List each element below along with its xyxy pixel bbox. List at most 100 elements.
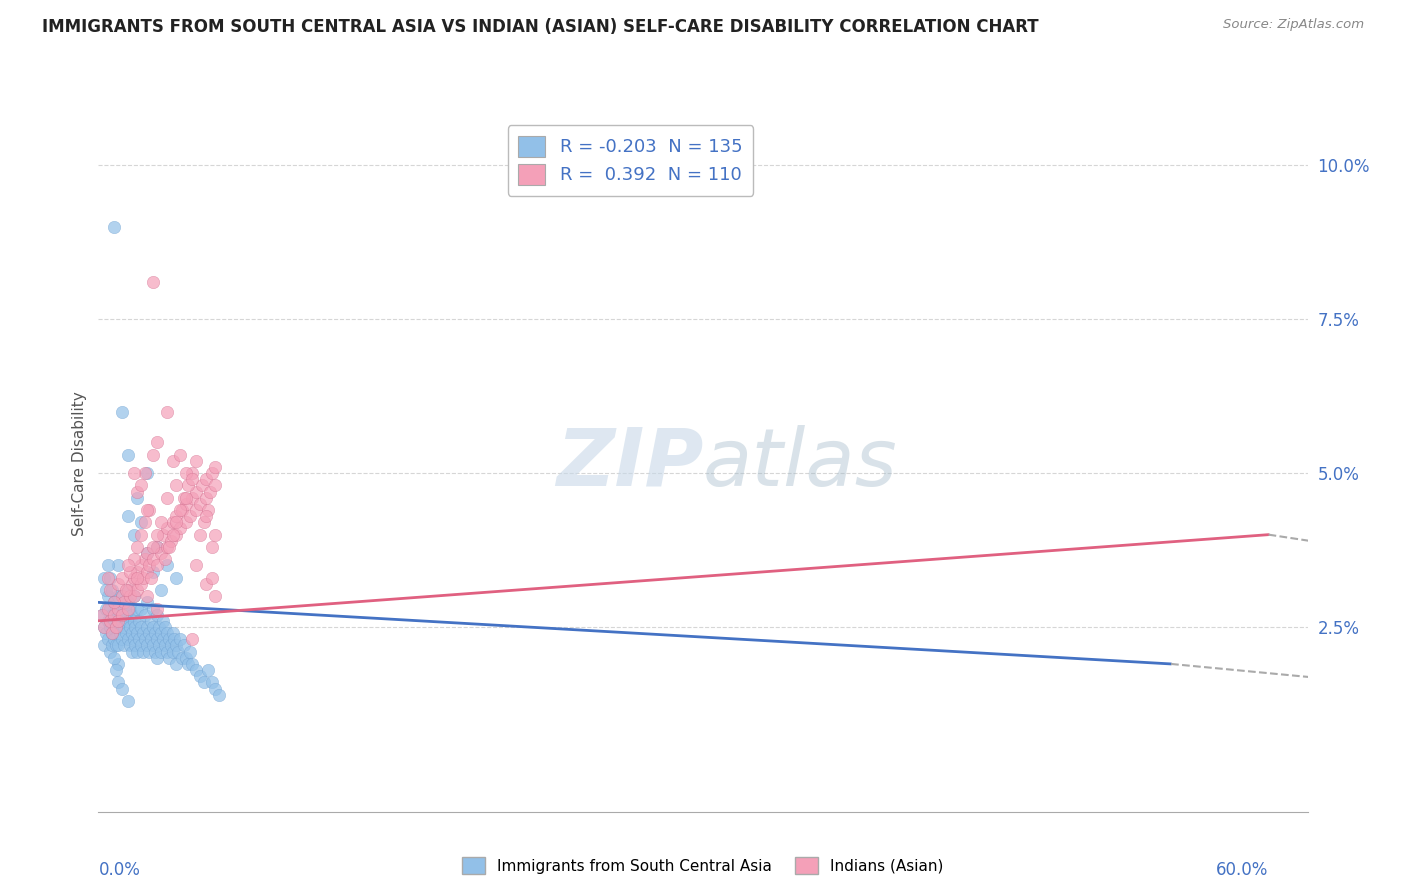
Point [162,645,184,659]
Point [148,620,170,634]
Point [181,491,204,505]
Point [134,552,156,566]
Point [138,645,160,659]
Point [104,601,127,615]
Point [156,626,179,640]
Point [112,601,135,615]
Point [204,527,226,541]
Point [193,675,215,690]
Point [156,645,179,659]
Point [131,516,153,530]
Point [136,503,159,517]
Point [132,645,155,659]
Point [93,639,115,653]
Point [191,478,214,492]
Point [139,614,162,628]
Point [112,620,135,634]
Point [114,626,136,640]
Point [139,571,162,585]
Point [98,571,121,585]
Point [149,546,172,560]
Point [157,650,180,665]
Point [128,614,150,628]
Point [149,516,172,530]
Point [152,527,174,541]
Point [174,497,197,511]
Point [184,484,207,499]
Point [136,620,159,634]
Point [127,565,149,579]
Point [136,589,159,603]
Text: Source: ZipAtlas.com: Source: ZipAtlas.com [1223,18,1364,31]
Point [156,540,179,554]
Point [96,626,118,640]
Point [117,558,139,573]
Point [98,614,121,628]
Point [104,639,127,653]
Point [172,503,194,517]
Point [134,466,156,480]
Point [122,614,145,628]
Point [107,589,129,603]
Point [142,540,165,554]
Point [173,639,195,653]
Point [200,540,222,554]
Point [200,466,222,480]
Point [174,516,197,530]
Point [184,663,207,677]
Point [174,650,197,665]
Point [194,491,217,505]
Point [127,601,149,615]
Point [204,478,226,492]
Point [181,472,204,486]
Point [184,503,207,517]
Point [200,571,222,585]
Point [127,491,149,505]
Point [118,565,141,579]
Point [101,583,124,598]
Point [122,527,145,541]
Text: atlas: atlas [703,425,898,503]
Point [103,650,125,665]
Point [188,497,211,511]
Point [146,632,169,647]
Point [111,607,134,622]
Point [127,540,149,554]
Point [136,546,159,560]
Point [127,626,149,640]
Point [127,583,149,598]
Point [153,620,176,634]
Point [93,620,115,634]
Text: ZIP: ZIP [555,425,703,503]
Point [111,614,134,628]
Point [194,472,217,486]
Point [98,583,121,598]
Point [122,589,145,603]
Point [107,614,129,628]
Point [142,448,165,462]
Point [98,601,121,615]
Point [198,484,221,499]
Point [149,645,172,659]
Point [179,645,201,659]
Point [138,558,160,573]
Point [204,459,226,474]
Point [103,595,125,609]
Point [138,503,160,517]
Point [134,516,156,530]
Point [97,558,120,573]
Point [159,533,181,548]
Point [121,645,143,659]
Point [134,607,156,622]
Point [103,614,125,628]
Point [149,626,172,640]
Point [103,595,125,609]
Point [128,632,150,647]
Point [111,681,134,696]
Point [177,478,200,492]
Point [163,632,186,647]
Point [194,509,217,524]
Point [204,681,226,696]
Legend: R = -0.203  N = 135, R =  0.392  N = 110: R = -0.203 N = 135, R = 0.392 N = 110 [508,125,754,195]
Point [131,527,153,541]
